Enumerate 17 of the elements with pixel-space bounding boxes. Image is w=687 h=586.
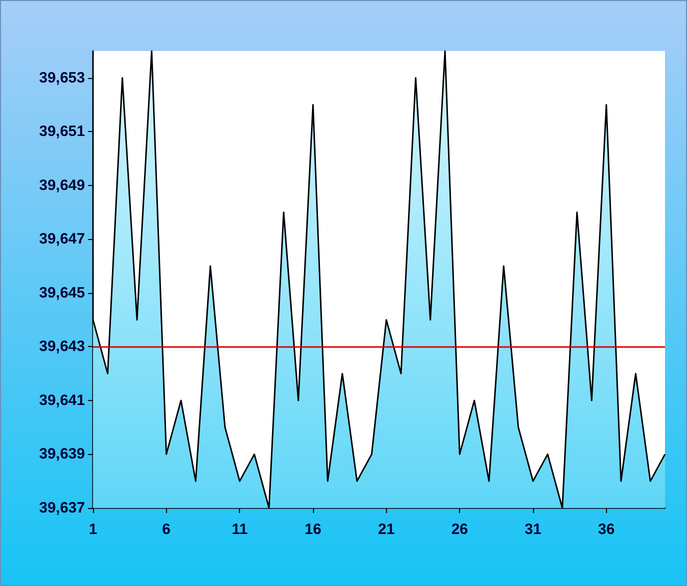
y-tick-label: 39,643 (39, 338, 85, 356)
y-tick-label: 39,641 (39, 392, 85, 409)
y-tick-label: 39,647 (39, 230, 85, 248)
x-tick-label: 6 (162, 521, 171, 538)
x-tick-label: 16 (304, 521, 322, 538)
y-tick-label: 39,653 (39, 69, 85, 86)
x-tick-label: 11 (232, 521, 248, 538)
y-tick-label: 39,637 (39, 500, 85, 516)
x-tick-label: 26 (451, 521, 468, 538)
x-tick-label: 31 (524, 521, 542, 538)
y-tick-label: 39,651 (39, 123, 85, 140)
x-tick-label: 1 (88, 521, 98, 538)
x-tick-label: 21 (378, 521, 395, 538)
y-tick-label: 39,649 (39, 176, 85, 194)
x-tick-label: 36 (598, 521, 615, 538)
y-tick-label: 39,639 (39, 446, 85, 463)
y-tick-label: 39,645 (39, 284, 85, 302)
